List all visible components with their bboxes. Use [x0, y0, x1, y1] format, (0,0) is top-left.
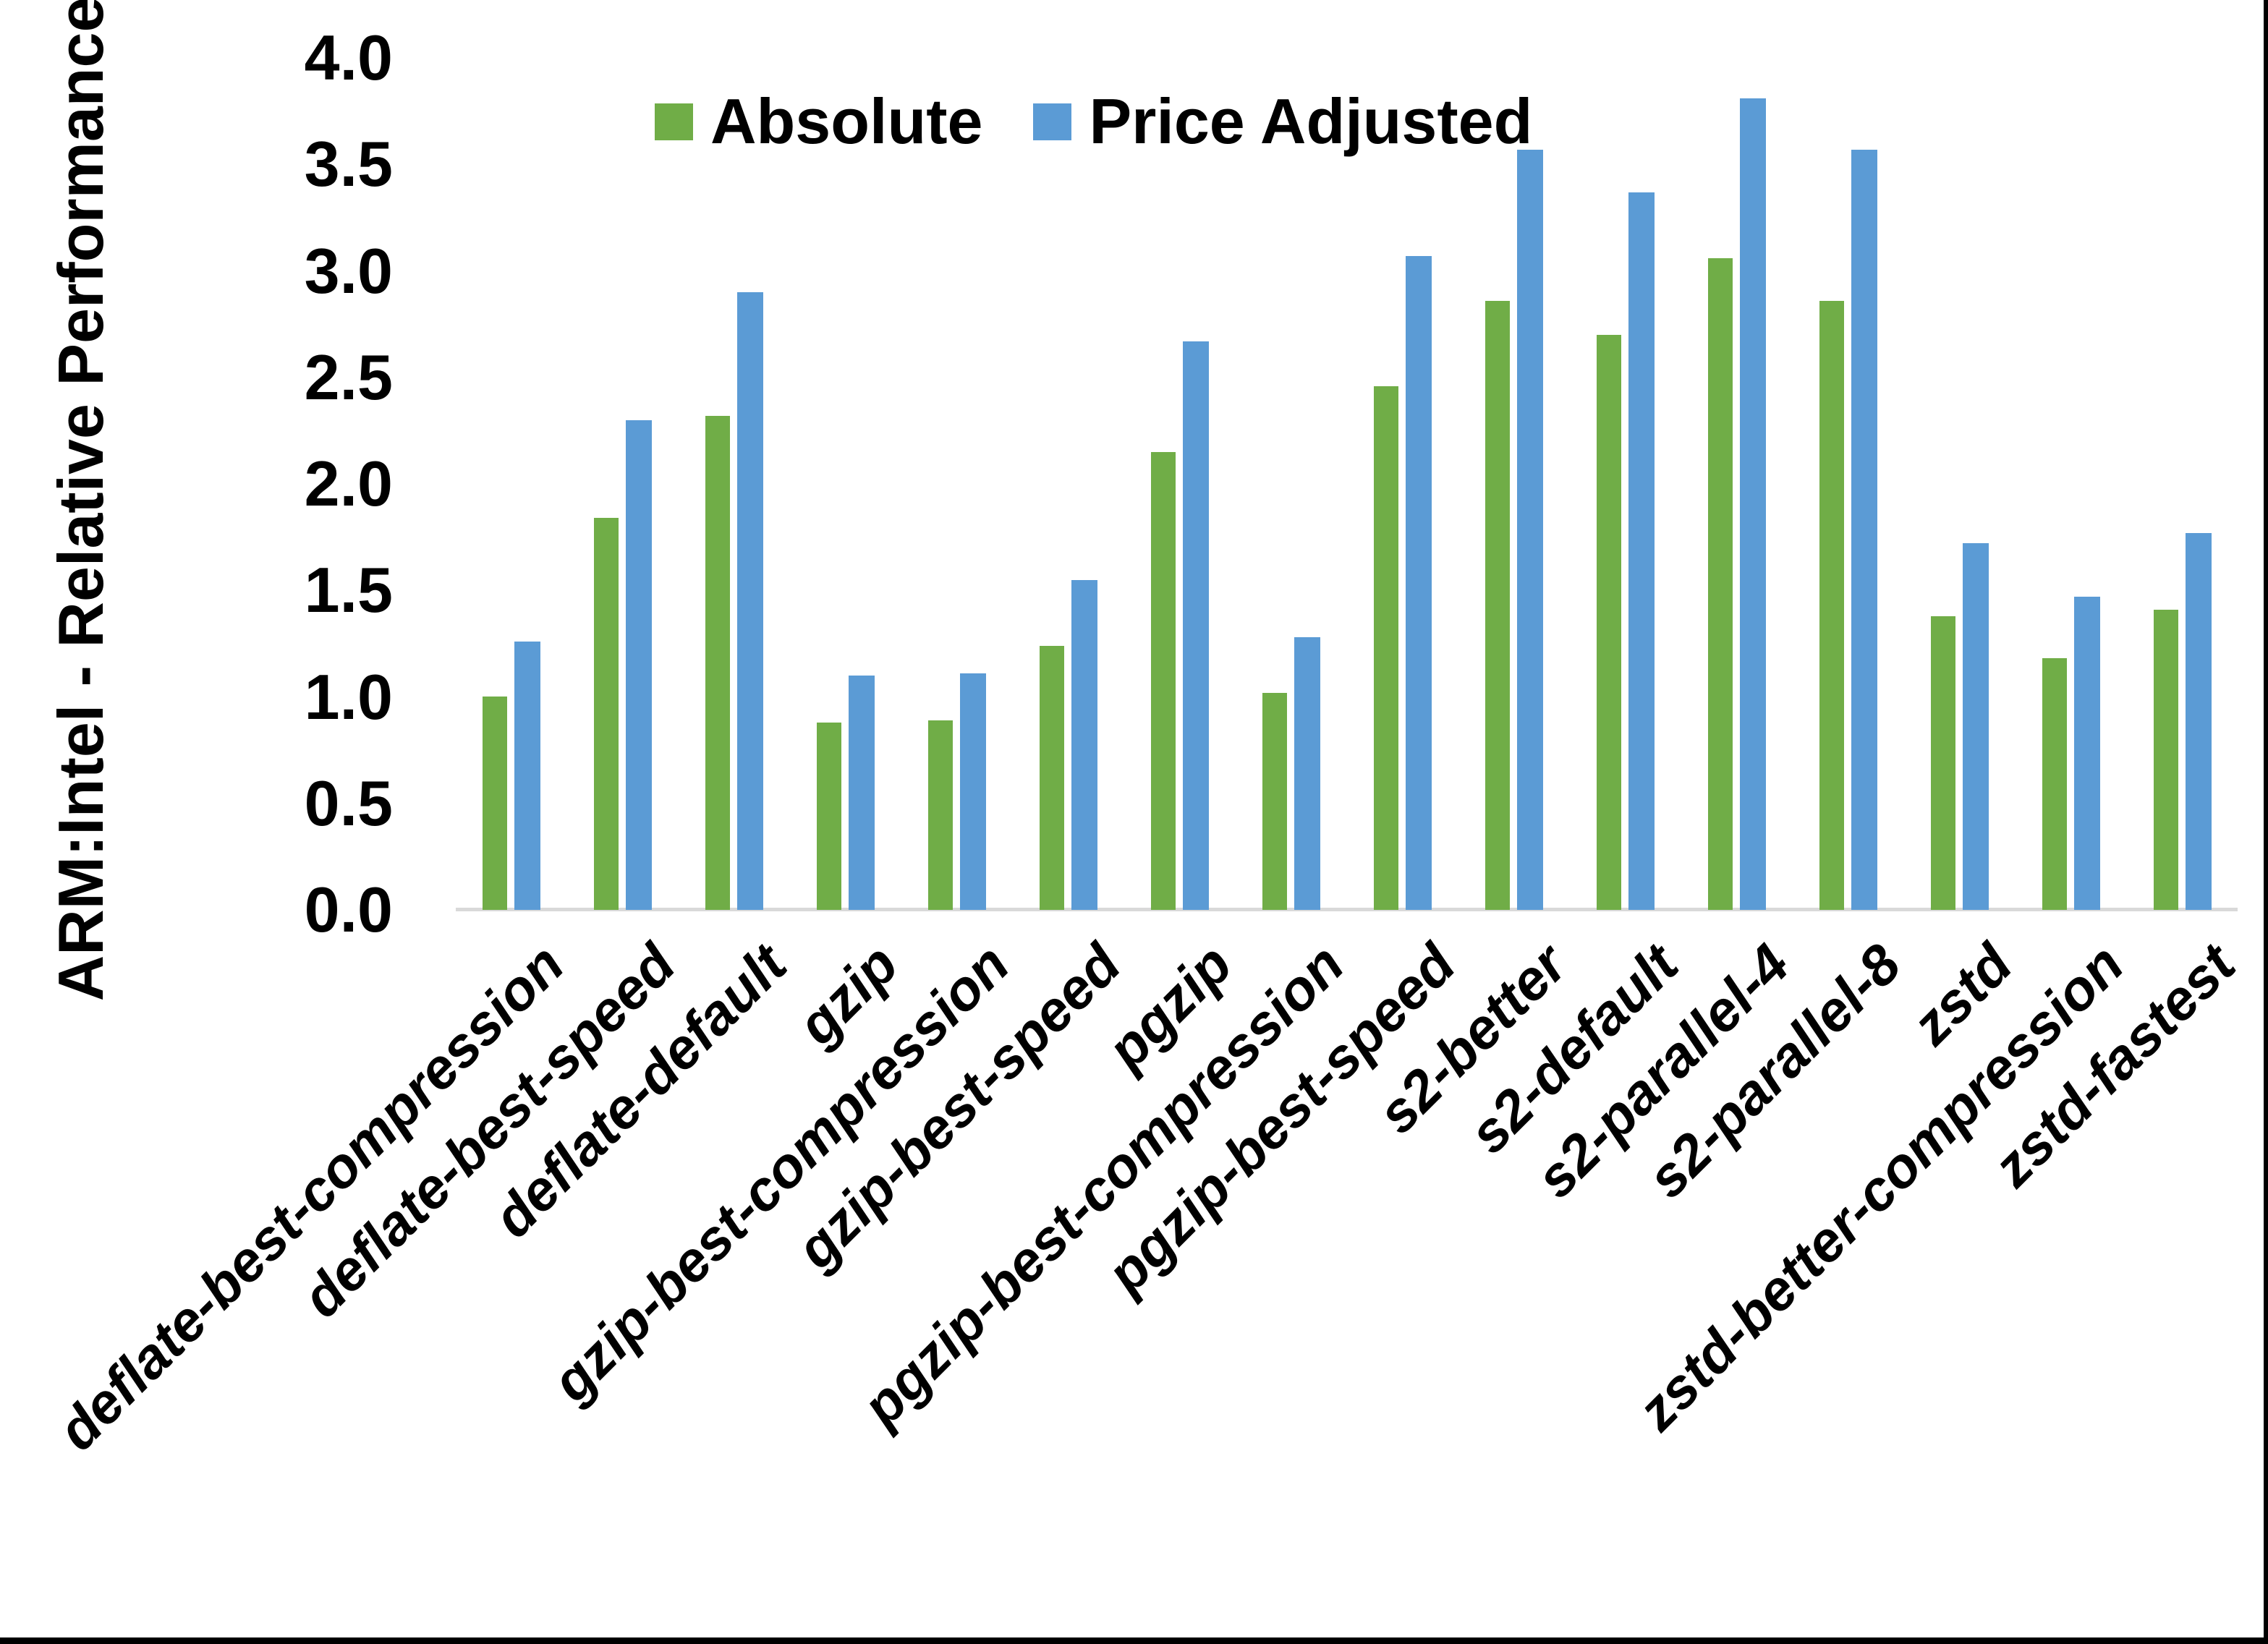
bar-absolute-deflate-default — [705, 416, 730, 910]
legend-label-absolute: Absolute — [710, 85, 983, 157]
legend-label-price-adjusted: Price Adjusted — [1089, 85, 1533, 157]
y-tick-0.5: 0.5 — [304, 767, 393, 839]
bar-price-adjusted-gzip-best-compression — [960, 673, 986, 910]
legend: Absolute Price Adjusted — [655, 90, 1532, 153]
y-tick-2.0: 2.0 — [304, 448, 393, 519]
y-tick-0.0: 0.0 — [304, 874, 393, 945]
y-tick-3.0: 3.0 — [304, 234, 393, 307]
right-border — [2264, 0, 2268, 1644]
bar-price-adjusted-deflate-best-compression — [514, 642, 540, 910]
bar-absolute-deflate-best-speed — [594, 518, 619, 910]
bar-absolute-s2-default — [1597, 335, 1621, 910]
legend-swatch-absolute-icon — [655, 103, 693, 140]
bar-price-adjusted-s2-parallel-4 — [1740, 98, 1766, 910]
bar-price-adjusted-s2-default — [1628, 192, 1655, 910]
bar-absolute-zstd-better-compression — [2042, 658, 2067, 910]
bar-price-adjusted-zstd — [1963, 543, 1989, 910]
bar-absolute-pgzip — [1151, 452, 1176, 910]
bar-absolute-gzip — [817, 723, 841, 910]
bar-price-adjusted-gzip-best-speed — [1071, 580, 1097, 910]
bar-price-adjusted-gzip — [849, 676, 875, 910]
bar-absolute-zstd — [1931, 616, 1955, 910]
x-axis-line — [456, 908, 2238, 911]
y-tick-3.5: 3.5 — [304, 128, 393, 200]
bar-price-adjusted-pgzip-best-speed — [1406, 256, 1432, 910]
legend-swatch-price-adjusted-icon — [1033, 103, 1072, 140]
bar-price-adjusted-zstd-better-compression — [2074, 597, 2100, 910]
bar-absolute-s2-parallel-8 — [1819, 301, 1844, 910]
bottom-border — [0, 1637, 2268, 1644]
bar-absolute-pgzip-best-speed — [1374, 386, 1398, 910]
bar-absolute-gzip-best-speed — [1040, 646, 1064, 910]
bar-absolute-gzip-best-compression — [928, 720, 953, 910]
y-tick-2.5: 2.5 — [304, 341, 393, 413]
bar-price-adjusted-s2-parallel-8 — [1851, 150, 1877, 910]
y-tick-4.0: 4.0 — [304, 22, 393, 93]
bar-absolute-pgzip-best-compression — [1262, 693, 1287, 910]
y-axis-title: ARM:Intel - Relative Performance — [45, 0, 116, 1002]
bar-price-adjusted-zstd-fastest — [2186, 533, 2212, 910]
bar-absolute-deflate-best-compression — [483, 697, 507, 910]
legend-item-absolute: Absolute — [655, 90, 982, 153]
bar-absolute-zstd-fastest — [2154, 610, 2178, 910]
bar-price-adjusted-s2-better — [1517, 150, 1543, 910]
bar-price-adjusted-pgzip — [1183, 341, 1209, 910]
y-tick-1.0: 1.0 — [304, 660, 393, 733]
bar-absolute-s2-parallel-4 — [1708, 258, 1733, 910]
bar-absolute-s2-better — [1485, 301, 1510, 910]
legend-item-price-adjusted: Price Adjusted — [1033, 90, 1532, 153]
bar-price-adjusted-deflate-best-speed — [626, 420, 652, 910]
bar-price-adjusted-deflate-default — [737, 292, 763, 910]
y-tick-1.5: 1.5 — [304, 554, 393, 626]
bar-price-adjusted-pgzip-best-compression — [1294, 637, 1320, 910]
